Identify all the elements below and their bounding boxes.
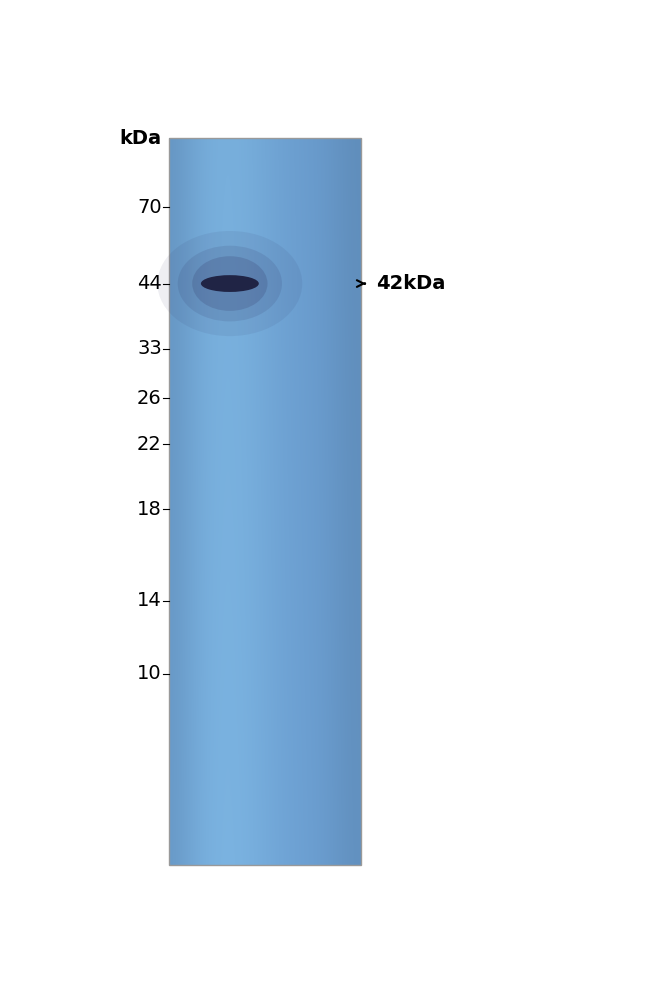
Ellipse shape	[177, 245, 282, 322]
Text: 70: 70	[137, 198, 162, 216]
Text: 26: 26	[137, 388, 162, 408]
Text: 42kDa: 42kDa	[376, 274, 445, 293]
Ellipse shape	[157, 231, 302, 336]
Text: 10: 10	[137, 664, 162, 683]
Bar	[170, 138, 361, 865]
Ellipse shape	[192, 256, 268, 311]
Text: 14: 14	[137, 592, 162, 611]
Ellipse shape	[201, 275, 259, 292]
Text: kDa: kDa	[120, 129, 162, 148]
Text: 22: 22	[137, 435, 162, 454]
Text: 44: 44	[137, 274, 162, 293]
Text: 33: 33	[137, 339, 162, 358]
Text: 18: 18	[137, 499, 162, 518]
